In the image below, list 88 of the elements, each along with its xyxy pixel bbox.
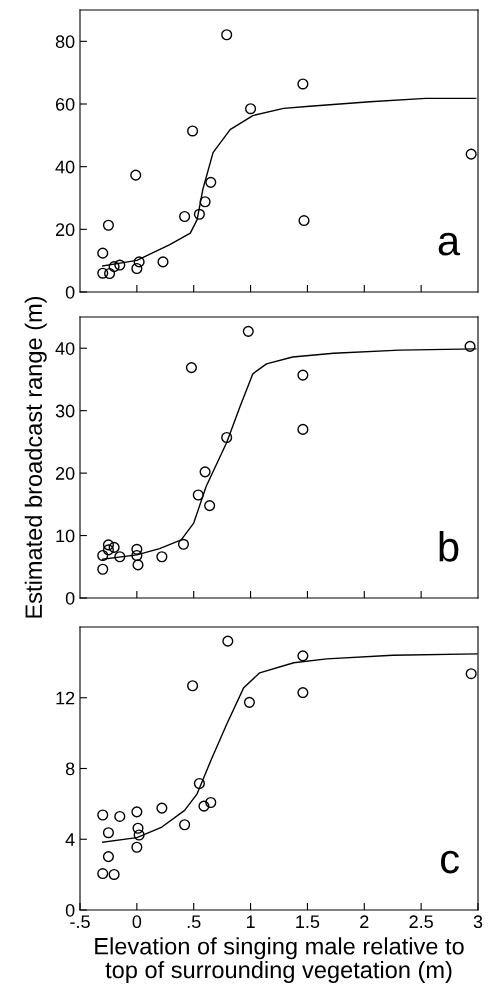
point (131, 543, 143, 555)
point (245, 103, 257, 115)
point (179, 210, 191, 223)
point (199, 466, 211, 478)
point (133, 256, 145, 268)
x-tick-label: -.5 (70, 915, 90, 929)
y-tick-label: 40 (55, 160, 75, 174)
point (187, 125, 199, 137)
point (157, 256, 169, 268)
point (222, 635, 234, 647)
point (114, 259, 126, 271)
annotation: c (441, 850, 459, 874)
point (102, 851, 114, 863)
point (205, 796, 217, 809)
point (102, 827, 114, 839)
point (193, 777, 205, 790)
x-tick-label: 0 (132, 915, 142, 929)
y-tick-label: 40 (55, 342, 75, 355)
point (102, 219, 114, 231)
y-axis-title: Estimated broadcast range (m) (24, 296, 47, 618)
point (298, 215, 310, 227)
point (465, 668, 477, 680)
y-tick-label: 10 (56, 529, 75, 543)
point (297, 423, 309, 435)
point (205, 176, 217, 188)
point (102, 539, 114, 551)
point (132, 822, 144, 834)
point (97, 267, 109, 279)
annotation: b (439, 531, 459, 562)
point (114, 810, 126, 822)
point (192, 489, 204, 501)
y-tick-label: 8 (65, 762, 75, 776)
point (243, 696, 255, 708)
x-tick-label: 1.5 (296, 915, 320, 929)
y-tick-label: 4 (65, 833, 75, 846)
point (179, 819, 191, 831)
point (464, 340, 476, 352)
point (108, 868, 120, 881)
point (97, 563, 109, 575)
point (297, 78, 309, 90)
y-tick-label: 20 (55, 467, 75, 480)
point (242, 325, 254, 337)
y-tick-label: 20 (55, 223, 75, 237)
point (108, 541, 120, 553)
x-tick-label: 2.5 (409, 915, 433, 929)
point (131, 806, 143, 818)
point (133, 829, 145, 841)
point (221, 431, 233, 444)
point (297, 369, 309, 381)
y-tick-label: 0 (65, 903, 75, 917)
point (97, 247, 109, 259)
point (465, 148, 477, 160)
point (102, 544, 114, 556)
x-axis-title: Elevation of singing male relative to top of surrounding vegetation (m) (95, 937, 464, 983)
point (97, 809, 109, 821)
x-tick-label: 2 (360, 915, 369, 928)
y-tick-label: 80 (55, 35, 75, 49)
point (221, 29, 233, 41)
y-tick-label: 12 (56, 691, 75, 705)
annotation: a (438, 232, 461, 256)
point (97, 549, 109, 562)
y-tick-label: 0 (65, 285, 75, 299)
point (156, 551, 168, 563)
point (297, 650, 309, 662)
y-tick-label: 0 (65, 591, 75, 605)
point (132, 559, 144, 571)
y-tick-label: 60 (55, 97, 75, 111)
point (130, 169, 142, 181)
x-tick-label: 3 (473, 915, 483, 929)
point (204, 500, 216, 512)
point (297, 687, 309, 699)
point (198, 800, 210, 812)
point (193, 208, 205, 220)
point (108, 261, 120, 273)
x-tick-label: .5 (187, 915, 201, 929)
point (177, 538, 190, 550)
point (97, 868, 109, 880)
point (104, 267, 116, 280)
point (131, 841, 143, 853)
point (187, 680, 199, 692)
x-tick-label: 1 (246, 915, 255, 928)
point (156, 802, 168, 814)
y-tick-label: 30 (55, 404, 75, 418)
point (185, 362, 197, 374)
point (131, 262, 143, 275)
point (131, 549, 143, 562)
point (114, 551, 126, 563)
point (199, 196, 211, 208)
